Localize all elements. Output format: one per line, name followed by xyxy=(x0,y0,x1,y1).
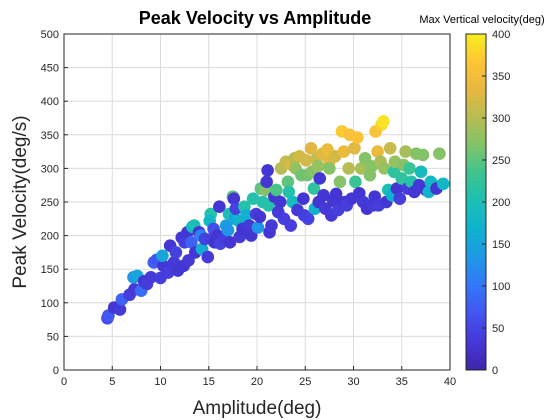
colorbar-tick-label: 200 xyxy=(492,197,510,209)
colorbar-tick-label: 250 xyxy=(492,155,510,167)
y-tick-label: 300 xyxy=(41,163,59,175)
data-point xyxy=(311,160,325,173)
x-tick-label: 15 xyxy=(203,376,215,388)
data-point xyxy=(261,164,274,177)
data-point xyxy=(213,200,226,214)
data-point xyxy=(342,162,355,175)
data-point xyxy=(169,246,183,259)
x-tick-label: 35 xyxy=(396,376,408,388)
y-tick-label: 400 xyxy=(41,96,59,108)
data-point xyxy=(281,175,295,189)
y-tick-label: 100 xyxy=(41,298,59,310)
x-axis-label: Amplitude(deg) xyxy=(193,398,322,419)
x-tick-label: 25 xyxy=(299,376,311,388)
data-point xyxy=(260,175,273,189)
data-point xyxy=(246,192,260,205)
data-point xyxy=(329,187,343,201)
data-point xyxy=(377,115,390,128)
colorbar-ticks: 0 50 100 150 200 250 300 350 400 xyxy=(482,29,510,377)
data-point xyxy=(297,192,310,205)
data-point xyxy=(223,236,237,249)
chart-title: Peak Velocity vs Amplitude xyxy=(139,8,371,28)
data-point xyxy=(251,221,265,234)
data-point xyxy=(253,210,267,224)
data-point xyxy=(282,185,296,199)
data-point xyxy=(240,209,253,222)
data-point xyxy=(378,162,391,175)
data-point xyxy=(414,165,428,179)
data-point xyxy=(299,154,313,167)
data-point xyxy=(265,219,278,232)
data-point xyxy=(317,188,330,202)
x-tick-label: 0 xyxy=(61,376,67,388)
data-point xyxy=(399,145,412,158)
colorbar-label: Max Vertical velocity(deg) xyxy=(419,14,544,26)
colorbar-tick-label: 100 xyxy=(492,281,510,293)
data-point xyxy=(416,148,430,162)
data-point xyxy=(323,162,336,175)
y-tick-label: 350 xyxy=(41,130,59,142)
y-tick-label: 150 xyxy=(41,264,59,276)
data-points xyxy=(101,115,450,325)
y-tick-label: 500 xyxy=(41,29,59,41)
data-point xyxy=(307,182,321,195)
data-point xyxy=(284,219,298,232)
y-tick-label: 250 xyxy=(41,197,59,209)
colorbar-tick-label: 0 xyxy=(492,365,498,377)
data-point xyxy=(393,192,407,205)
data-point xyxy=(273,195,287,209)
data-point xyxy=(221,223,235,237)
data-point xyxy=(301,212,315,226)
data-point xyxy=(333,175,347,189)
data-point xyxy=(433,147,446,160)
data-point xyxy=(304,141,318,155)
colorbar-tick-label: 350 xyxy=(492,71,510,83)
y-tick-label: 0 xyxy=(53,365,59,377)
data-point xyxy=(337,145,351,158)
data-point xyxy=(395,172,409,185)
y-tick-label: 50 xyxy=(47,331,59,343)
data-point xyxy=(227,192,241,205)
data-point xyxy=(436,177,450,191)
y-tick-label: 450 xyxy=(41,63,59,75)
x-tick-label: 20 xyxy=(251,376,263,388)
data-point xyxy=(354,162,368,175)
x-tick-label: 5 xyxy=(109,376,115,388)
data-point xyxy=(144,270,158,284)
colorbar-tick-label: 400 xyxy=(492,29,510,41)
x-tick-label: 30 xyxy=(347,376,359,388)
data-point xyxy=(313,172,327,185)
data-point xyxy=(113,303,127,316)
y-tick-label: 200 xyxy=(41,231,59,243)
data-point xyxy=(383,141,397,155)
y-axis-ticks: 0 50 100 150 200 250 300 350 400 450 500 xyxy=(41,29,68,377)
colorbar-tick-label: 150 xyxy=(492,239,510,251)
x-axis-ticks: 0 5 10 15 20 25 30 35 40 xyxy=(61,366,456,388)
data-point xyxy=(403,162,416,175)
colorbar-tick-label: 50 xyxy=(492,323,504,335)
data-point xyxy=(371,145,384,158)
data-point xyxy=(351,131,364,144)
data-point xyxy=(156,249,169,263)
x-tick-label: 10 xyxy=(154,376,166,388)
data-point xyxy=(270,183,283,197)
data-point xyxy=(348,141,361,155)
y-axis-label: Peak Velocity(deg/s) xyxy=(10,115,31,288)
data-point xyxy=(161,266,175,279)
data-point xyxy=(185,236,198,249)
data-point xyxy=(201,250,215,264)
x-tick-label: 40 xyxy=(444,376,456,388)
colorbar-tick-label: 300 xyxy=(492,113,510,125)
data-point xyxy=(390,182,404,195)
data-point xyxy=(349,175,362,189)
